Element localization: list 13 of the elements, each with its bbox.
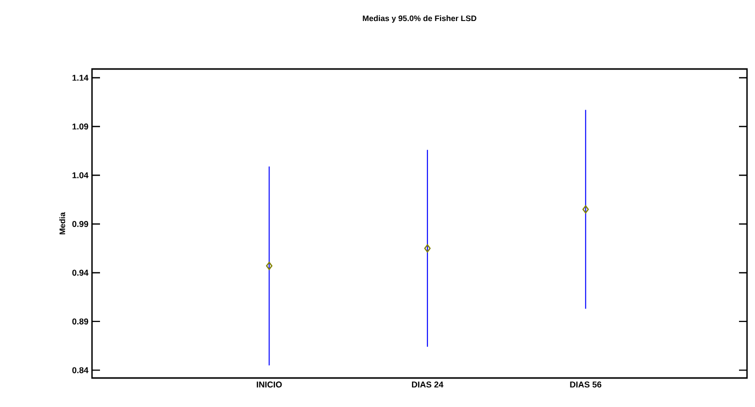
y-tick-label: 0.94 (72, 270, 88, 276)
x-tick-label: DIAS 56 (570, 382, 602, 388)
y-tick-label: 0.99 (72, 220, 88, 227)
point (582, 205, 589, 214)
point (266, 262, 272, 270)
y-tick-label: 1.14 (72, 74, 88, 81)
y-tick-label: 0.89 (72, 318, 88, 324)
y-tick-label: 1.09 (72, 124, 88, 130)
y-tick-label: 0.84 (72, 367, 88, 374)
point (424, 244, 431, 252)
y-tick-label: 1.04 (72, 172, 88, 178)
x-tick-label: DIAS 24 (412, 382, 444, 388)
x-tick-label: INICIO (256, 382, 282, 388)
